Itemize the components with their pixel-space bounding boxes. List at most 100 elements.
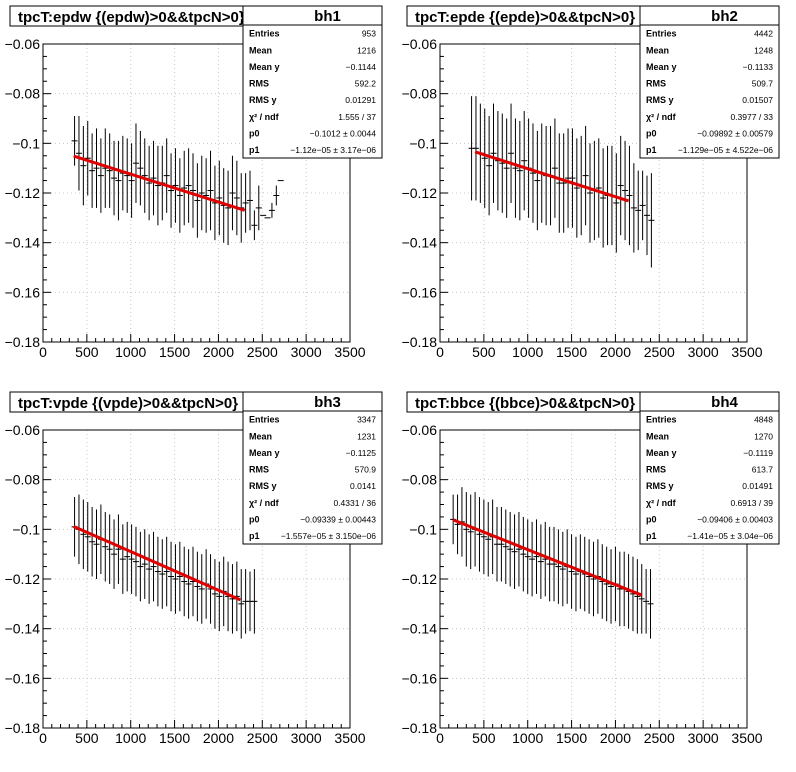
- data-point: [154, 536, 161, 607]
- x-tick-label: 2500: [247, 730, 278, 746]
- x-tick-label: 1000: [512, 730, 543, 746]
- data-point: [176, 541, 183, 612]
- data-point: [515, 511, 522, 587]
- data-point: [476, 497, 483, 572]
- y-tick-label: −0.12: [402, 185, 438, 201]
- stats-name: bh3: [314, 394, 341, 411]
- data-point: [111, 519, 118, 589]
- stats-box-border: [242, 5, 383, 159]
- stats-label: Mean: [249, 45, 272, 55]
- x-tick-label: 500: [472, 344, 496, 360]
- data-point: [647, 569, 654, 639]
- panel-1: 0 500 1000 1500 2000 2500 3000 3500 −0.18 −0.16 −0…: [5, 5, 383, 360]
- data-point: [124, 138, 131, 213]
- data-point: [512, 118, 519, 218]
- data-point: [626, 145, 633, 246]
- data-point: [89, 506, 96, 577]
- y-tick-label: −0.08: [5, 472, 41, 488]
- y-tick-label: −0.06: [402, 422, 438, 438]
- data-point: [115, 140, 122, 221]
- data-point: [124, 521, 131, 592]
- stats-label: p1: [646, 531, 657, 541]
- stats-label: Entries: [646, 415, 677, 425]
- x-tick-label: 3500: [334, 344, 365, 360]
- stats-label: Mean y: [249, 448, 280, 458]
- data-point: [255, 185, 262, 231]
- data-point: [128, 143, 135, 218]
- x-tick-label: 2500: [644, 730, 675, 746]
- fit-line: [474, 150, 630, 203]
- y-tick-label: −0.1: [12, 135, 40, 151]
- stats-box: bh4 Entries 4848 Mean 1270 Mean y −0.1119 RMS 61…: [639, 391, 780, 545]
- chart-title: tpcT:epde {(epde)>0&&tpcN>0}: [415, 9, 635, 26]
- data-point: [507, 511, 514, 587]
- y-tick-label: −0.08: [402, 86, 438, 102]
- y-tick-label: −0.16: [5, 670, 41, 686]
- stats-label: RMS y: [646, 481, 674, 491]
- y-tick-label: −0.1: [12, 521, 40, 537]
- stats-value: 1231: [357, 431, 376, 441]
- panel-4: 0 500 1000 1500 2000 2500 3000 3500 −0.18 −0.16 −0…: [402, 391, 780, 746]
- y-tick-label: −0.06: [402, 36, 438, 52]
- stats-label: p0: [646, 128, 657, 138]
- data-point: [648, 173, 655, 268]
- data-point: [635, 170, 642, 251]
- data-point: [163, 138, 170, 213]
- data-point: [185, 549, 192, 619]
- stats-value: −1.41e−05 ± 3.04e−06: [687, 531, 773, 541]
- data-point: [508, 103, 515, 203]
- data-point: [132, 526, 139, 597]
- data-point: [568, 534, 575, 609]
- stats-label: Mean: [646, 45, 669, 55]
- x-tick-label: 0: [39, 730, 47, 746]
- stats-label: Mean: [646, 431, 669, 441]
- data-point: [613, 153, 620, 253]
- stats-value: 592.2: [355, 79, 377, 89]
- y-tick-label: −0.12: [5, 571, 41, 587]
- data-point: [84, 502, 91, 572]
- data-point: [582, 125, 589, 226]
- stats-value: −0.09339 ± 0.00443: [300, 514, 376, 524]
- stats-value: 1270: [754, 431, 773, 441]
- data-point: [225, 170, 232, 246]
- data-point: [502, 509, 509, 584]
- stats-value: 0.4331 / 36: [333, 498, 376, 508]
- data-point: [490, 103, 497, 203]
- data-point: [639, 170, 646, 241]
- x-tick-label: 3500: [334, 730, 365, 746]
- stats-value: 0.6913 / 39: [730, 498, 773, 508]
- data-point: [273, 185, 280, 206]
- stats-value: −1.12e−05 ± 3.17e−06: [290, 145, 376, 155]
- x-tick-label: 3000: [291, 344, 322, 360]
- data-point: [176, 158, 183, 233]
- data-point: [97, 138, 104, 213]
- x-tick-label: 500: [472, 730, 496, 746]
- y-tick-label: −0.1: [409, 135, 437, 151]
- stats-value: −0.1119: [743, 448, 773, 458]
- data-point: [520, 516, 527, 592]
- stats-label: p0: [646, 514, 657, 524]
- x-tick-label: 1500: [159, 730, 190, 746]
- data-point: [590, 541, 597, 617]
- fit-line: [73, 154, 246, 212]
- data-point: [521, 111, 528, 211]
- data-point: [569, 128, 576, 228]
- y-tick-label: −0.06: [5, 422, 41, 438]
- data-point: [630, 163, 637, 253]
- data-point: [216, 561, 223, 632]
- data-point: [638, 564, 645, 634]
- data-point: [84, 120, 91, 196]
- data-point: [75, 116, 82, 191]
- data-point: [172, 544, 179, 614]
- data-point: [141, 138, 148, 213]
- stats-value: 0.01491: [742, 481, 773, 491]
- data-point: [181, 150, 188, 226]
- data-point: [503, 118, 510, 218]
- data-point: [172, 148, 179, 223]
- stats-label: p1: [249, 145, 260, 155]
- y-tick-label: −0.18: [402, 334, 438, 350]
- x-tick-label: 0: [39, 344, 47, 360]
- stats-label: RMS y: [646, 95, 674, 105]
- y-tick-label: −0.12: [402, 571, 438, 587]
